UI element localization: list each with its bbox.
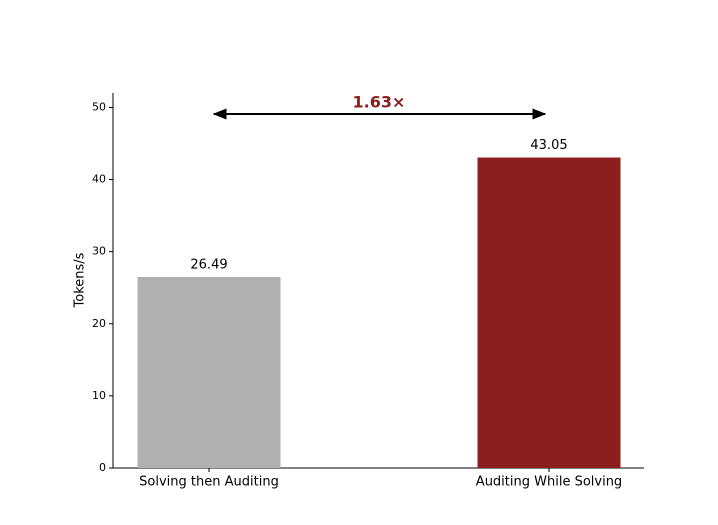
y-axis-label: Tokens/s	[73, 252, 88, 308]
y-tick-label: 10	[92, 389, 106, 402]
x-tick-label: Auditing While Solving	[476, 475, 622, 490]
value-label: 43.05	[530, 138, 567, 153]
bar	[137, 276, 281, 468]
bar	[477, 157, 621, 468]
value-label: 26.49	[190, 257, 227, 272]
y-tick-label: 40	[92, 173, 106, 186]
y-tick-label: 50	[92, 100, 106, 113]
y-tick-label: 20	[92, 317, 106, 330]
x-tick-label: Solving then Auditing	[139, 475, 279, 490]
y-tick-label: 0	[99, 461, 106, 474]
ratio-annotation: 1.63×	[353, 93, 406, 112]
y-tick-label: 30	[92, 245, 106, 258]
